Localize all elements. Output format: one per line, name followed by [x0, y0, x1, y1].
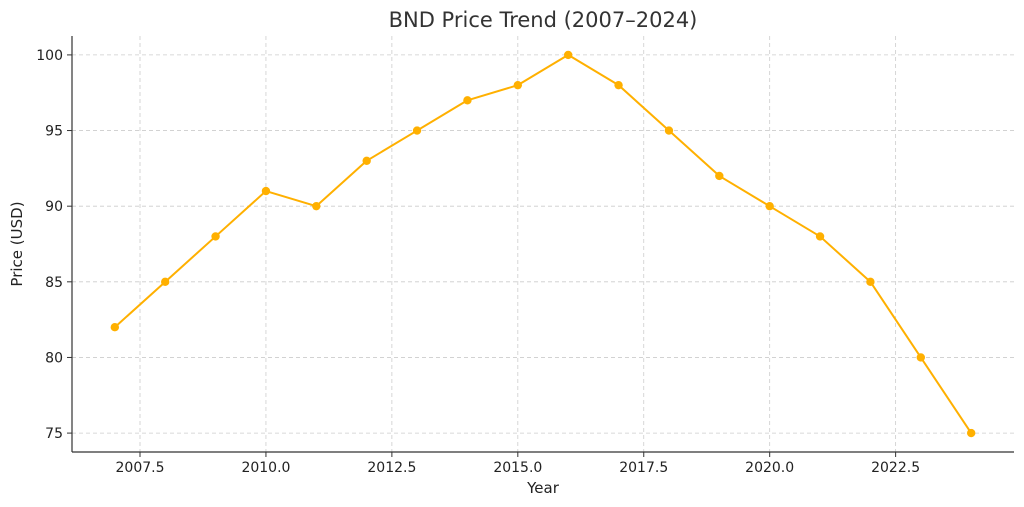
data-point	[765, 201, 774, 211]
y-tick-label: 90	[45, 199, 63, 215]
data-point	[110, 323, 120, 332]
data-point	[715, 171, 724, 181]
y-axis-label: Price (USD)	[8, 201, 26, 286]
data-point	[866, 277, 875, 287]
grid-lines	[72, 36, 1014, 452]
y-tick-label: 75	[45, 426, 63, 442]
y-tick-label: 85	[45, 275, 63, 291]
axes	[71, 36, 1014, 453]
x-tick-label: 2015.0	[493, 460, 542, 476]
data-point	[664, 126, 674, 135]
data-point	[563, 50, 573, 60]
data-point	[513, 80, 523, 90]
x-tick-label: 2020.0	[745, 460, 794, 476]
data-point	[463, 96, 472, 105]
y-tick-label: 100	[36, 48, 63, 64]
x-tick-label: 2022.5	[871, 460, 920, 476]
x-tick-label: 2012.5	[367, 460, 416, 476]
series-line	[114, 53, 973, 434]
data-point	[614, 80, 623, 90]
data-point	[412, 126, 422, 135]
data-point	[966, 428, 976, 438]
data-point	[815, 232, 825, 241]
x-tick-label: 2017.5	[619, 460, 668, 476]
chart-title: BND Price Trend (2007–2024)	[389, 8, 698, 32]
data-point	[211, 232, 220, 241]
data-point	[160, 277, 170, 287]
data-point	[916, 353, 926, 362]
x-tick-label: 2007.5	[116, 460, 165, 476]
data-point	[312, 201, 321, 211]
tick-labels: 2007.5 2010.0 2012.5 2015.0 2017.5 2020.0 2022…	[36, 48, 920, 476]
data-point	[261, 186, 271, 196]
x-tick-label: 2010.0	[241, 460, 290, 476]
series-layer	[110, 50, 976, 438]
y-tick-label: 80	[45, 350, 63, 366]
data-point	[362, 156, 371, 165]
x-axis-label: Year	[526, 479, 560, 497]
y-tick-label: 95	[45, 124, 63, 140]
